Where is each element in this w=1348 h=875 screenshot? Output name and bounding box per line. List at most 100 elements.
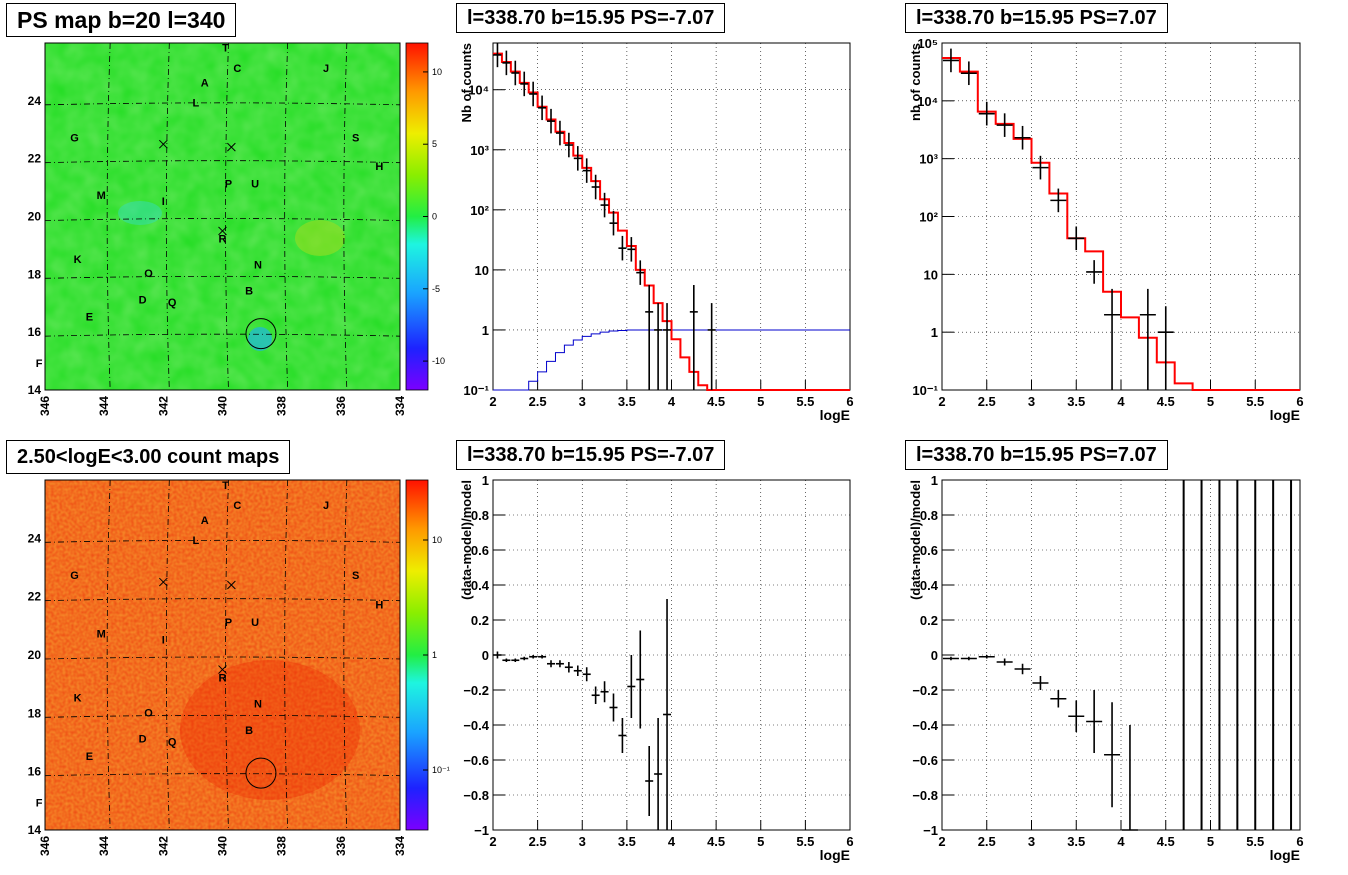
x-tick-label: 5.5 — [796, 834, 814, 849]
source-label: R — [219, 672, 227, 684]
y-tick-label: 10 — [475, 263, 489, 278]
x-tick-label: 344 — [97, 396, 111, 416]
x-tick-label: 4 — [668, 394, 676, 409]
source-label: O — [144, 707, 153, 719]
source-label: U — [251, 179, 259, 191]
x-tick-label: 2 — [489, 834, 496, 849]
y-tick-label: 10³ — [470, 143, 489, 158]
source-label: I — [162, 634, 165, 646]
y-tick-label: −0.4 — [463, 718, 489, 733]
y-tick-label: 1 — [931, 473, 938, 488]
source-cross-marker — [218, 226, 227, 236]
x-tick-label: 3.5 — [1067, 834, 1085, 849]
y-tick-label: 0.2 — [471, 613, 489, 628]
source-label: U — [251, 617, 259, 629]
source-cross-marker — [218, 665, 227, 674]
source-label: R — [219, 234, 227, 246]
source-label: L — [193, 535, 200, 547]
x-tick-label: 3 — [1028, 394, 1035, 409]
colorbar-tick-label: 10⁻¹ — [432, 765, 450, 775]
map-grid-line — [44, 275, 401, 279]
res-neg-panel: 2 2.5 3 3.5 4 4.5 5 5.5 6 1 0.8 0.6 0.4 0.2 0 −0.2 −0.4 −… — [459, 473, 854, 863]
source-label: J — [323, 500, 329, 512]
model-line — [493, 52, 850, 391]
y-tick-label: 18 — [28, 267, 42, 281]
y-tick-label: 10⁴ — [917, 94, 938, 109]
y-tick-label: 22 — [28, 590, 42, 604]
map-grid-line — [165, 42, 170, 391]
x-tick-label: 2.5 — [529, 834, 547, 849]
source-label: J — [323, 63, 329, 75]
x-tick-label: 3 — [1028, 834, 1035, 849]
y-tick-label: 10⁻¹ — [912, 383, 938, 398]
y-tick-label: 1 — [482, 323, 489, 338]
x-tick-label: 2 — [489, 394, 496, 409]
x-tick-label: 3 — [579, 834, 586, 849]
map-frame — [44, 42, 401, 391]
source-label: G — [70, 570, 79, 582]
x-tick-label: 344 — [97, 836, 111, 856]
colorbar-tick-label: 1 — [432, 650, 437, 660]
source-label: B — [245, 286, 253, 298]
y-tick-label: −1 — [474, 823, 489, 838]
x-tick-label: 5.5 — [796, 394, 814, 409]
y-tick-label: 16 — [28, 325, 42, 339]
y-axis-label: Nb of counts — [459, 43, 474, 122]
y-tick-label: 10⁴ — [468, 83, 489, 98]
y-axis-label: (data-model)/model — [459, 480, 474, 600]
source-label: G — [70, 132, 79, 144]
source-label: D — [139, 294, 147, 306]
source-label: L — [193, 98, 200, 110]
source-label: S — [352, 132, 359, 144]
res-pos-panel: 2 2.5 3 3.5 4 4.5 5 5.5 6 1 0.8 0.6 0.4 0.2 0 −0.2 −0.4 −… — [908, 473, 1304, 863]
selected-source-circle — [245, 757, 277, 789]
y-tick-label: 18 — [28, 706, 42, 720]
y-tick-label: −0.6 — [912, 753, 938, 768]
source-label: D — [139, 734, 147, 746]
x-tick-label: 342 — [156, 836, 170, 856]
x-tick-label: 4 — [1117, 834, 1125, 849]
map-grid-line — [44, 656, 401, 660]
colorbar-tick-label: 10 — [432, 535, 442, 545]
y-tick-label: 0 — [931, 648, 938, 663]
map-frame — [44, 479, 401, 831]
y-tick-label: 0 — [482, 648, 489, 663]
y-tick-label: 10² — [470, 203, 489, 218]
x-axis-label: logE — [1270, 407, 1300, 423]
residual-neg-title: l=338.70 b=15.95 PS=-7.07 — [456, 440, 726, 470]
x-axis-label: logE — [820, 847, 850, 863]
source-label: Q — [168, 736, 177, 748]
x-tick-label: 4.5 — [707, 394, 725, 409]
y-tick-label: 0.6 — [471, 543, 489, 558]
map-ps-title: PS map b=20 l=340 — [6, 3, 237, 37]
map-texture — [45, 480, 400, 830]
spectrum-neg-title: l=338.70 b=15.95 PS=-7.07 — [456, 3, 726, 33]
x-tick-label: 5 — [1207, 394, 1214, 409]
y-tick-label: 14 — [28, 383, 42, 397]
y-tick-label: 10³ — [919, 152, 938, 167]
x-tick-label: 3.5 — [618, 834, 636, 849]
y-tick-label: −1 — [923, 823, 938, 838]
source-label: C — [233, 63, 241, 75]
y-tick-label: 16 — [28, 765, 42, 779]
x-tick-label: 336 — [334, 836, 348, 856]
x-tick-label: 2.5 — [978, 834, 996, 849]
y-tick-label: 0.6 — [920, 543, 938, 558]
y-tick-label: 10² — [919, 210, 938, 225]
map-grid-line — [225, 42, 229, 391]
source-label: A — [201, 77, 209, 89]
y-tick-label: 1 — [931, 325, 938, 340]
x-tick-label: 340 — [216, 396, 230, 416]
colorbar — [406, 43, 428, 390]
x-tick-label: 5 — [757, 834, 764, 849]
x-tick-label: 5.5 — [1246, 834, 1264, 849]
map-grid-line — [44, 773, 401, 777]
x-tick-label: 4.5 — [1157, 834, 1175, 849]
y-tick-label: 1 — [482, 473, 489, 488]
x-axis-label: logE — [1270, 847, 1300, 863]
x-tick-label: 5 — [757, 394, 764, 409]
map-grid-line — [44, 714, 401, 718]
y-tick-label: 10⁻¹ — [463, 383, 489, 398]
x-tick-label: 4.5 — [707, 834, 725, 849]
source-label: P — [225, 617, 232, 629]
